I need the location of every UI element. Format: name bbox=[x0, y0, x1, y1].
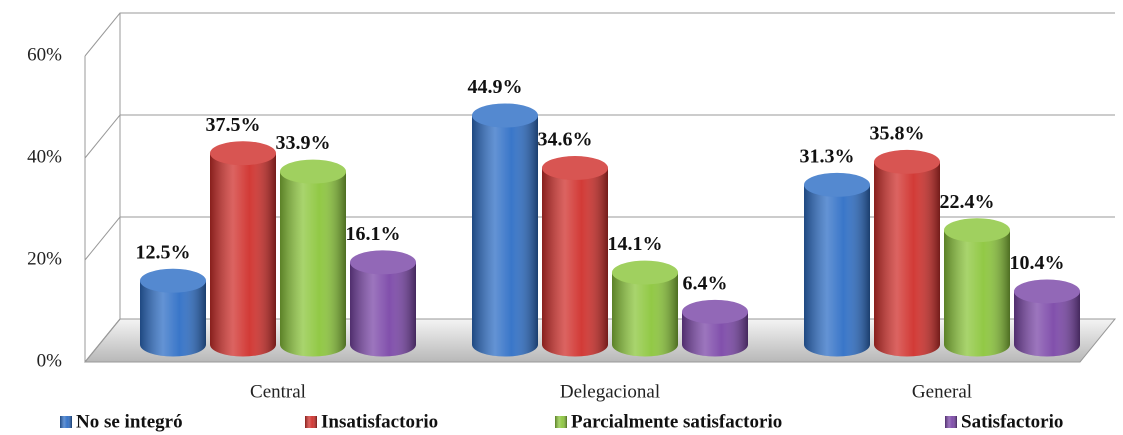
bar-shade bbox=[682, 311, 748, 357]
bar-top-shade bbox=[874, 149, 940, 174]
y-tick-label: 20% bbox=[27, 248, 62, 269]
x-tick-label: Central bbox=[250, 381, 306, 402]
bar-top-shade bbox=[682, 299, 748, 324]
value-label: 34.6% bbox=[538, 129, 593, 151]
x-tick-label: Delegacional bbox=[560, 381, 660, 402]
bar-shade bbox=[280, 171, 346, 357]
y-tick-label: 40% bbox=[27, 146, 62, 167]
bar-top bbox=[140, 268, 206, 293]
bar-top bbox=[350, 250, 416, 275]
legend-label: Satisfactorio bbox=[961, 411, 1063, 432]
bar-shade bbox=[210, 153, 276, 357]
legend-swatch-shade bbox=[945, 416, 957, 428]
x-tick-label: General bbox=[912, 381, 972, 402]
y-tick-label: 0% bbox=[37, 350, 63, 371]
bar-top bbox=[682, 299, 748, 324]
value-label: 22.4% bbox=[940, 191, 995, 213]
legend-label: No se integró bbox=[76, 411, 183, 432]
y-tick-label: 60% bbox=[27, 44, 62, 65]
bar-shade bbox=[944, 230, 1010, 357]
value-label: 33.9% bbox=[276, 132, 331, 154]
legend-label: Parcialmente satisfactorio bbox=[571, 411, 782, 432]
value-label: 31.3% bbox=[800, 145, 855, 167]
legend-swatch-shade bbox=[305, 416, 317, 428]
bar-top-shade bbox=[472, 103, 538, 128]
bar-top-shade bbox=[1014, 279, 1080, 304]
bar-shade bbox=[612, 272, 678, 357]
value-label: 16.1% bbox=[346, 223, 401, 245]
bar-top bbox=[804, 172, 870, 197]
bar-shade bbox=[350, 262, 416, 357]
bar-shade bbox=[1014, 291, 1080, 357]
grid-line bbox=[84, 318, 1115, 363]
value-label: 37.5% bbox=[206, 114, 261, 136]
bar-top-shade bbox=[612, 260, 678, 285]
value-label: 12.5% bbox=[136, 241, 191, 263]
grid-line bbox=[84, 216, 1115, 261]
grid-line bbox=[84, 12, 1115, 57]
bar-shade bbox=[874, 161, 940, 357]
bar-shade bbox=[472, 115, 538, 357]
bar-top bbox=[542, 156, 608, 181]
bar-top bbox=[874, 149, 940, 174]
bar-top bbox=[612, 260, 678, 285]
grid-line bbox=[84, 114, 1115, 159]
value-label: 6.4% bbox=[683, 272, 728, 294]
bar-shade bbox=[140, 280, 206, 357]
bar-top-shade bbox=[804, 172, 870, 197]
bar-shade bbox=[804, 184, 870, 357]
bar-top-shade bbox=[280, 159, 346, 184]
bar-shade bbox=[542, 168, 608, 357]
legend-label: Insatisfactorio bbox=[321, 411, 438, 432]
bar-top-shade bbox=[542, 156, 608, 181]
value-label: 14.1% bbox=[608, 233, 663, 255]
value-label: 35.8% bbox=[870, 123, 925, 145]
legend-swatch-shade bbox=[555, 416, 567, 428]
bar-top bbox=[472, 103, 538, 128]
bar-top-shade bbox=[210, 141, 276, 166]
value-label: 44.9% bbox=[468, 76, 523, 98]
bar-top bbox=[1014, 279, 1080, 304]
bar-top-shade bbox=[944, 218, 1010, 243]
bar-top-shade bbox=[140, 268, 206, 293]
bar-top bbox=[210, 141, 276, 166]
bar-top-shade bbox=[350, 250, 416, 275]
legend-swatch-shade bbox=[60, 416, 72, 428]
bar-top bbox=[280, 159, 346, 184]
bar-top bbox=[944, 218, 1010, 243]
value-label: 10.4% bbox=[1010, 252, 1065, 274]
